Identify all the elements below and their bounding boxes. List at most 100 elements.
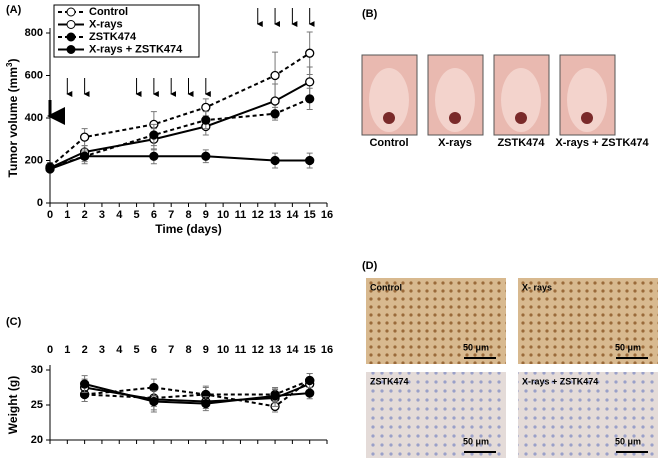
x-tick-label: 5 (134, 209, 140, 221)
photo-caption: X-rays + ZSTK474 (555, 137, 649, 149)
y-tick-label: 200 (25, 154, 43, 166)
x-tick-label: 6 (151, 209, 157, 221)
x-tick-label: 13 (269, 344, 281, 356)
micrograph (366, 278, 506, 364)
micrograph-caption: X-rays + ZSTK474 (522, 376, 598, 386)
data-point (45, 164, 55, 174)
photo-tumor (581, 112, 593, 124)
y-tick-label: 800 (25, 27, 43, 39)
data-point (79, 132, 90, 142)
legend-marker (66, 20, 76, 29)
x-tick-label: 8 (185, 209, 191, 221)
x-tick-label: 3 (99, 209, 105, 221)
micrograph-caption: X- rays (522, 282, 552, 292)
panel-label: (D) (362, 260, 378, 272)
y-tick-label: 400 (25, 112, 43, 124)
x-tick-label: 4 (116, 209, 123, 221)
x-tick-label: 14 (286, 209, 299, 221)
photo-tumor (383, 112, 395, 124)
micrograph (518, 278, 658, 364)
micrograph-caption: Control (370, 282, 402, 292)
panel-label: (B) (362, 8, 378, 20)
x-tick-label: 5 (134, 344, 140, 356)
data-point (305, 48, 315, 58)
photo-mouse (501, 68, 541, 132)
series-line (49, 52, 311, 168)
legend-label: Control (89, 6, 128, 18)
legend-label: X-rays + ZSTK474 (89, 43, 183, 55)
data-point (305, 375, 315, 386)
data-point (270, 391, 280, 401)
panel-label: (C) (6, 316, 22, 328)
data-point (270, 70, 280, 81)
data-point (149, 396, 159, 407)
legend-label: ZSTK474 (89, 31, 137, 43)
y-tick-label: 30 (31, 364, 43, 376)
data-point (305, 94, 315, 104)
y-axis-label-sup: 3 (5, 62, 14, 67)
data-point (201, 151, 211, 161)
photo-caption: X-rays (438, 137, 472, 149)
x-tick-label: 9 (203, 209, 209, 221)
x-tick-label: 3 (99, 344, 105, 356)
photo-tumor (449, 112, 461, 124)
photo-mouse (435, 68, 475, 132)
data-point (149, 151, 159, 161)
x-tick-label: 10 (217, 344, 229, 356)
x-tick-label: 15 (304, 344, 316, 356)
photo-caption: ZSTK474 (497, 137, 545, 149)
data-point (270, 155, 280, 166)
data-point (270, 109, 280, 119)
y-tick-label: 20 (31, 434, 43, 446)
x-tick-label: 7 (168, 344, 174, 356)
data-point (149, 130, 159, 140)
y-tick-label: 600 (25, 69, 43, 81)
series-line (49, 155, 310, 170)
y-axis-label: Tumor volume (mm3) (5, 59, 20, 178)
x-axis-label: Time (days) (155, 222, 221, 236)
x-tick-label: 1 (64, 209, 70, 221)
data-point (201, 102, 211, 113)
x-tick-label: 8 (185, 344, 191, 356)
micrograph (366, 372, 506, 458)
photo-mouse (567, 68, 607, 132)
x-tick-label: 11 (235, 209, 247, 221)
panel-label: (A) (6, 4, 22, 16)
legend-marker (66, 7, 76, 17)
series-line (49, 80, 311, 169)
legend-marker (66, 45, 76, 54)
data-point (201, 115, 211, 125)
x-tick-label: 14 (286, 344, 299, 356)
y-tick-label: 0 (37, 197, 43, 209)
x-tick-label: 12 (252, 209, 264, 221)
x-tick-label: 2 (82, 209, 88, 221)
x-tick-label: 0 (47, 209, 53, 221)
micrograph (518, 372, 658, 458)
y-axis-label-part: Tumor volume (mm (6, 67, 20, 177)
photo-mouse (369, 68, 409, 132)
data-point (270, 96, 280, 106)
scale-label: 50 μm (463, 436, 489, 446)
data-point (79, 151, 90, 161)
scale-label: 50 μm (463, 342, 489, 352)
x-tick-label: 15 (304, 209, 316, 221)
x-tick-label: 7 (168, 209, 174, 221)
photo-caption: Control (369, 137, 408, 149)
data-point (79, 379, 90, 389)
legend-box (53, 4, 200, 58)
x-tick-label: 9 (203, 344, 209, 356)
micrograph-caption: ZSTK474 (370, 376, 409, 386)
x-tick-label: 16 (321, 344, 333, 356)
x-tick-label: 0 (47, 344, 53, 356)
data-point (149, 382, 159, 393)
x-tick-label: 16 (321, 209, 333, 221)
x-tick-label: 11 (235, 344, 247, 356)
y-axis-label: Weight (g) (6, 376, 20, 434)
x-tick-label: 12 (252, 344, 264, 356)
legend-marker (66, 32, 76, 42)
data-point (305, 388, 315, 398)
y-tick-label: 25 (31, 399, 43, 411)
y-axis-label-part: ) (6, 59, 20, 63)
x-tick-label: 13 (269, 209, 281, 221)
